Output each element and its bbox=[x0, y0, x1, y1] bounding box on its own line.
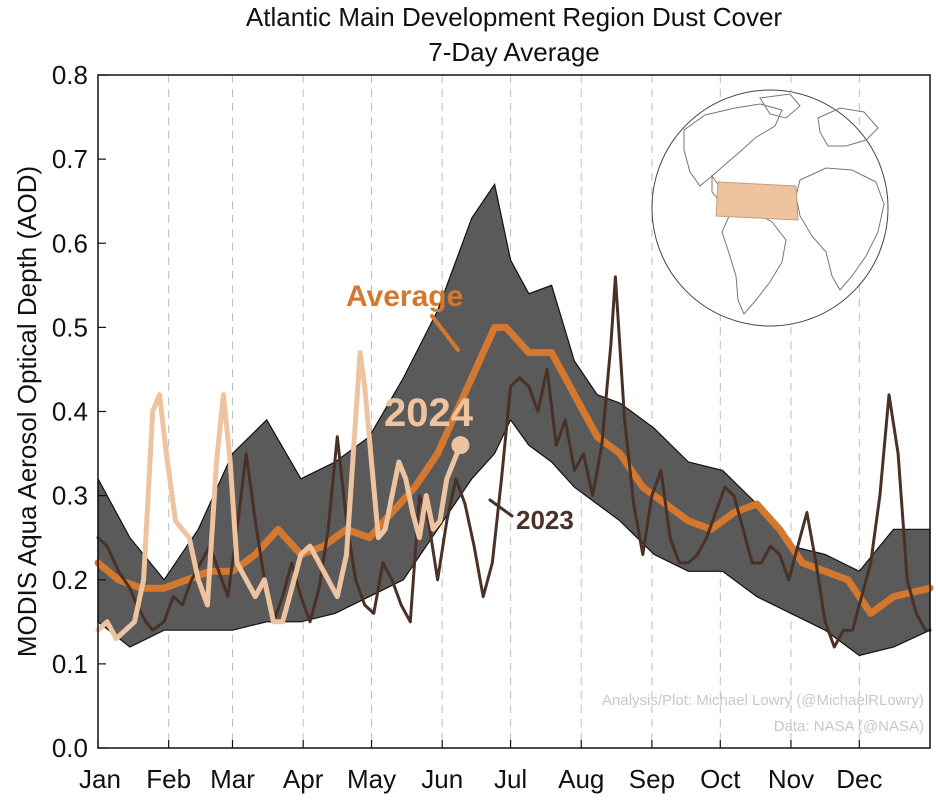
annotation-average: Average bbox=[346, 280, 463, 313]
y-tick-label: 0.5 bbox=[52, 312, 88, 342]
x-tick-label: Jul bbox=[494, 764, 527, 794]
series-layer bbox=[94, 275, 934, 649]
y-tick-label: 0.4 bbox=[52, 397, 88, 427]
series-2024-endpoint bbox=[451, 436, 470, 455]
x-tick-label: May bbox=[347, 764, 396, 794]
x-tick-label: Mar bbox=[210, 764, 255, 794]
y-tick-label: 0.6 bbox=[52, 228, 88, 258]
annotation-2024: 2024 bbox=[384, 391, 474, 435]
credit-data: Data: NASA (@NASA) bbox=[773, 718, 924, 735]
chart-subtitle: 7-Day Average bbox=[428, 37, 600, 67]
x-tick-label: Oct bbox=[700, 764, 741, 794]
globe-europe bbox=[817, 107, 879, 147]
y-tick-label: 0.2 bbox=[52, 565, 88, 595]
annotation-2023-pointer bbox=[488, 498, 514, 518]
x-tick-label: Jan bbox=[79, 764, 121, 794]
label-layer: MODIS Aqua Aerosol Optical Depth (AOD) Av… bbox=[12, 166, 574, 657]
globe-africa bbox=[795, 167, 885, 291]
y-tick-label: 0.7 bbox=[52, 144, 88, 174]
y-axis-label: MODIS Aqua Aerosol Optical Depth (AOD) bbox=[12, 166, 42, 657]
chart-title: Atlantic Main Development Region Dust Co… bbox=[245, 2, 783, 32]
series-2023-line bbox=[96, 275, 932, 649]
x-tick-label: Apr bbox=[283, 764, 324, 794]
axes-layer: 0.0 0.1 0.2 0.3 0.4 0.5 0.6 0.7 0.8 Jan Feb Mar Apr M… bbox=[52, 60, 931, 794]
x-tick-label: Nov bbox=[768, 764, 814, 794]
globe-south-america bbox=[721, 209, 787, 315]
credit-analysis: Analysis/Plot: Michael Lowry (@MichaelRL… bbox=[602, 692, 924, 709]
y-tick-label: 0.8 bbox=[52, 60, 88, 90]
annotation-2023: 2023 bbox=[516, 505, 574, 535]
series-2024-line bbox=[95, 350, 463, 642]
globe-inset bbox=[651, 89, 889, 327]
x-tick-label: Feb bbox=[146, 764, 191, 794]
x-tick-label: Aug bbox=[558, 764, 604, 794]
average-line bbox=[94, 323, 934, 617]
globe-mdr-region bbox=[715, 181, 799, 221]
y-tick-label: 0.0 bbox=[52, 733, 88, 763]
x-tick-label: Sep bbox=[629, 764, 675, 794]
globe-greenland bbox=[759, 93, 801, 119]
globe-north-america bbox=[683, 103, 783, 187]
annotation-average-pointer bbox=[430, 314, 460, 352]
x-tick-label: Dec bbox=[836, 764, 882, 794]
y-tick-label: 0.1 bbox=[52, 649, 88, 679]
y-tick-label: 0.3 bbox=[52, 481, 88, 511]
x-tick-label: Jun bbox=[421, 764, 463, 794]
